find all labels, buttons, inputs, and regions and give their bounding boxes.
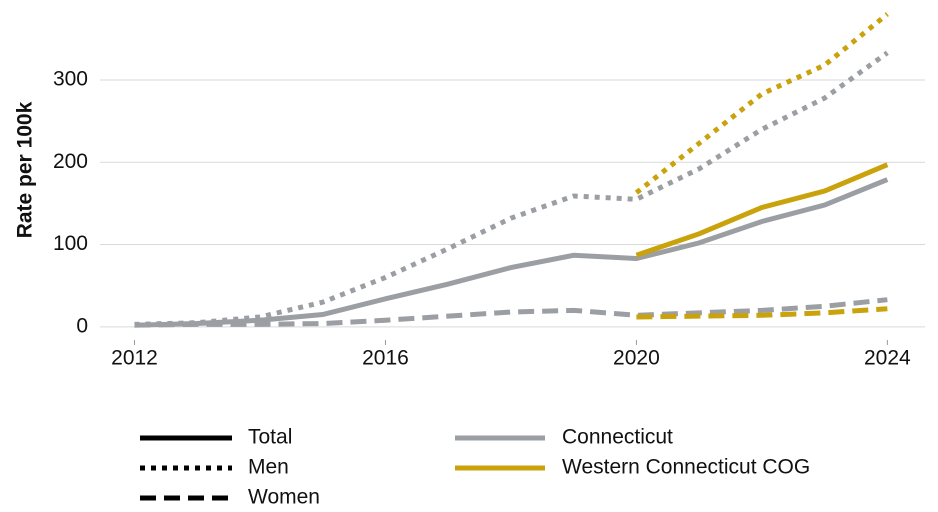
y-tick-label: 100 [53,232,88,255]
x-tick-label: 2016 [362,347,409,370]
x-tick-label: 2024 [864,347,911,370]
series-line [635,162,889,258]
series-line [134,297,888,328]
x-tick-label: 2012 [111,347,158,370]
series-line [134,177,889,328]
legend-label: Connecticut [562,426,673,449]
legend-label: Total [248,426,292,449]
series-line [134,50,889,327]
y-tick-label: 200 [53,150,88,173]
legend-label: Western Connecticut COG [562,456,810,479]
y-axis-label: Rate per 100k [14,101,37,238]
series-line [636,306,888,320]
series-line [634,12,889,195]
legend-label: Women [248,486,320,509]
y-tick-label: 0 [76,314,88,337]
y-tick-label: 300 [53,67,88,90]
x-tick-label: 2020 [613,347,660,370]
legend-label: Men [248,456,289,479]
